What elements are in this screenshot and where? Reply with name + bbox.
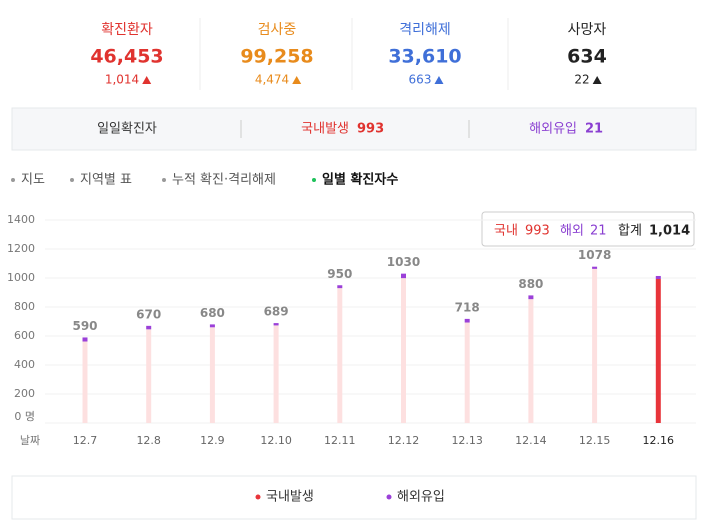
stat-label: 검사중 [258,22,297,38]
bar-segment [146,329,152,423]
bar-segment [655,279,661,423]
bar-segment [528,295,534,300]
tooltip-text: 국내 [494,224,518,239]
stat-label: 사망자 [568,22,607,38]
y-tick-label: 1000 [7,271,35,284]
tooltip-text: 993 [525,224,550,239]
stat-delta: 4,474 [255,73,289,87]
data-label: 718 [455,300,480,314]
delta-arrow [292,76,302,84]
x-axis-label: 날짜 [20,434,40,447]
delta-arrow [434,76,444,84]
filter-value[interactable]: 21 [585,122,603,137]
tab[interactable]: 지역별 표 [80,173,132,188]
legend-label[interactable]: 국내발생 [266,490,314,505]
filter-box [11,107,697,151]
bar-segment [209,324,215,328]
bar-segment [592,266,598,269]
data-label: 680 [200,306,225,320]
tooltip-text: 21 [590,224,607,239]
legend-label[interactable]: 해외유입 [397,490,445,505]
x-tick-label: 12.14 [515,434,547,447]
x-tick-label: 12.7 [73,434,98,447]
filter-title[interactable]: 일일확진자 [97,122,157,137]
tooltip-text: 합계 [618,224,642,239]
bar-segment [337,288,343,423]
x-tick-label: 12.11 [324,434,356,447]
filter-label[interactable]: 국내발생 [301,122,349,137]
y-tick-label: 200 [14,387,35,400]
tab[interactable]: 지도 [21,173,45,188]
y-tick-label: 800 [14,300,35,313]
data-label: 590 [72,319,97,333]
legend-dot [255,494,261,500]
bar-segment [82,337,88,342]
delta-arrow [142,76,152,84]
x-tick-label: 12.9 [200,434,225,447]
y-tick-label: 1200 [7,242,35,255]
delta-arrow [592,76,602,84]
y-tick-label: 1400 [7,213,35,226]
bar-segment [273,323,279,326]
y-tick-label: 600 [14,329,35,342]
data-label: 1030 [387,255,420,269]
legend-box [11,475,697,520]
bar-segment [209,327,215,423]
x-tick-label: 12.15 [579,434,611,447]
x-tick-label: 12.16 [643,434,675,447]
bar-segment [592,268,598,423]
stat-delta: 22 [574,73,589,87]
stat-delta: 663 [409,73,432,87]
data-label: 1078 [578,248,611,262]
bar-segment [146,325,152,330]
bar-segment [655,275,661,280]
data-label: 670 [136,307,161,321]
data-label: 689 [264,305,289,319]
tab[interactable]: 누적 확진·격리해제 [172,173,276,188]
filter-value[interactable]: 993 [357,122,384,137]
stat-delta: 1,014 [105,73,139,87]
tab-dot [312,178,316,182]
bar-segment [464,318,470,323]
filter-label[interactable]: 해외유입 [529,122,577,137]
x-tick-label: 12.8 [136,434,161,447]
stat-value: 99,258 [240,46,313,68]
data-label: 880 [518,277,543,291]
bar-segment [273,325,279,423]
bar-segment [528,299,534,423]
x-tick-label: 12.13 [451,434,483,447]
legend-dot [386,494,392,500]
bar-segment [337,285,343,289]
data-label: 950 [327,267,352,281]
y-tick-label: 0 명 [14,410,35,423]
tab-dot [162,178,166,182]
x-tick-label: 12.10 [260,434,292,447]
stat-label: 확진환자 [101,22,153,38]
stat-label: 격리해제 [399,22,451,38]
tooltip-text: 해외 [560,224,584,239]
y-tick-label: 400 [14,358,35,371]
bar-segment [82,341,88,423]
bar-segment [401,278,406,423]
tooltip-text: 1,014 [649,224,690,239]
tab-dot [70,178,74,182]
tab[interactable]: 일별 확진자수 [322,172,398,188]
bar-segment [401,273,406,279]
bar-segment [464,322,470,423]
x-tick-label: 12.12 [388,434,420,447]
stat-value: 634 [567,46,607,68]
stat-value: 46,453 [90,46,163,68]
stat-value: 33,610 [388,46,461,68]
tab-dot [11,178,15,182]
